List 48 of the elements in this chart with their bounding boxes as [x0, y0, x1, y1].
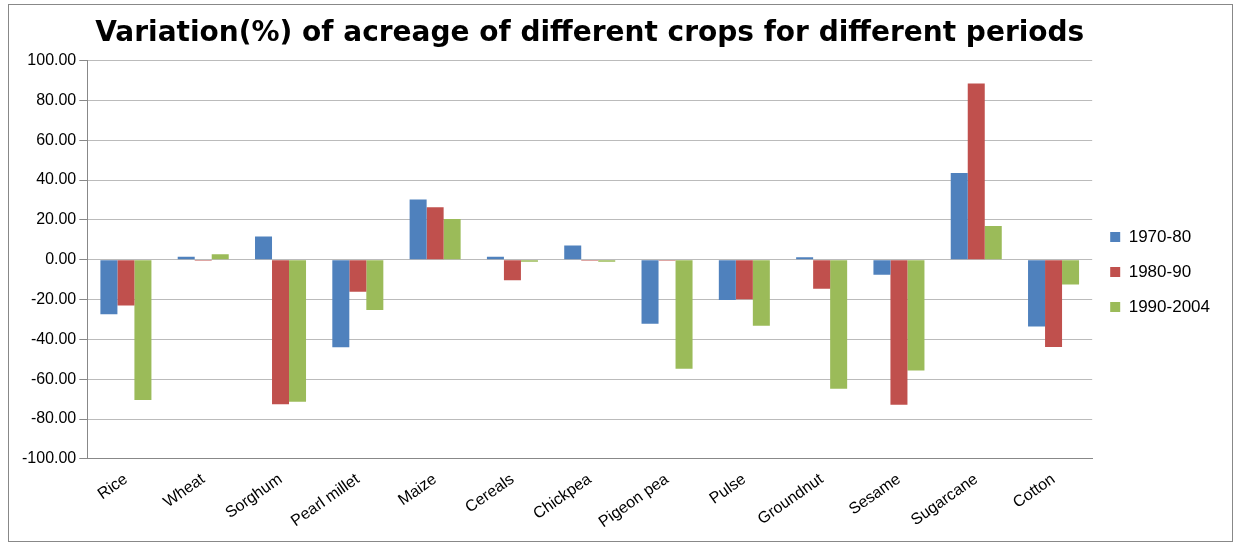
bar	[641, 260, 659, 324]
bar	[426, 207, 444, 260]
bar	[735, 260, 753, 300]
y-tick-label: -40.00	[30, 329, 77, 347]
bar	[830, 260, 848, 389]
y-tick-label: 0.00	[45, 250, 77, 268]
bar	[718, 260, 736, 300]
bar	[675, 260, 693, 369]
bar	[950, 172, 968, 260]
y-tick-label: 100.00	[27, 51, 77, 69]
bar	[1062, 260, 1080, 285]
legend-label: 1970-80	[1128, 226, 1192, 246]
chart-title: Variation(%) of acreage of different crops for different periods	[95, 15, 1085, 49]
y-tick-label: 80.00	[36, 90, 77, 108]
bar	[873, 260, 891, 275]
bar	[349, 260, 367, 292]
bar	[752, 260, 770, 326]
bar	[255, 236, 273, 260]
bar	[100, 260, 118, 315]
bar	[443, 219, 461, 260]
bar	[134, 260, 152, 400]
bar	[984, 226, 1002, 260]
y-tick-label: 20.00	[36, 210, 77, 228]
legend-label: 1990-2004	[1128, 296, 1211, 316]
bar	[967, 83, 985, 260]
y-tick-label: -80.00	[30, 409, 77, 427]
x-tick-label: Rice	[94, 469, 131, 503]
y-tick-label: -20.00	[30, 289, 77, 307]
legend-label: 1980-90	[1128, 261, 1192, 281]
bar	[1045, 260, 1063, 347]
y-tick-label: 40.00	[36, 170, 77, 188]
bar	[211, 254, 229, 260]
y-tick-label: 60.00	[36, 130, 77, 148]
bar	[907, 260, 925, 371]
bar	[813, 260, 831, 289]
bar	[272, 260, 290, 405]
bar	[366, 260, 384, 311]
bar	[117, 260, 135, 306]
y-tick-label: -100.00	[22, 449, 77, 467]
bar	[289, 260, 307, 402]
bar	[796, 257, 814, 260]
bar	[332, 260, 350, 348]
bar	[564, 245, 582, 260]
bar	[409, 199, 427, 260]
bar	[890, 260, 908, 405]
bar	[503, 260, 521, 281]
y-tick-label: -60.00	[30, 369, 77, 387]
bar	[1028, 260, 1046, 327]
